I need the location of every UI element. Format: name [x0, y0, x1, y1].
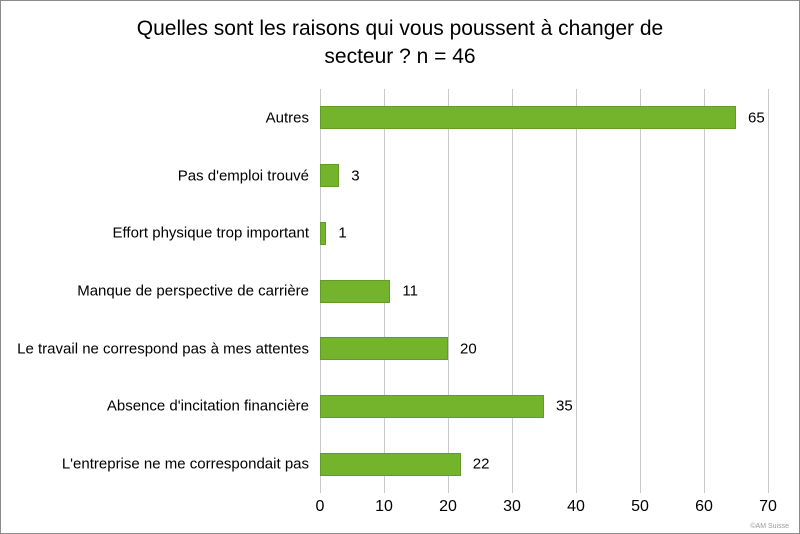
bar-value-label: 3 — [351, 167, 360, 185]
bar-value-label: 65 — [748, 109, 765, 127]
bar — [320, 394, 544, 418]
x-tick-label: 60 — [695, 498, 713, 515]
bar-value-label: 11 — [402, 282, 418, 300]
watermark: ©AM Suisse — [750, 523, 789, 530]
bar — [320, 279, 391, 303]
category-label: Le travail ne correspond pas à mes atten… — [17, 340, 309, 358]
category-label: Autres — [265, 109, 309, 127]
x-tick-label: 70 — [759, 498, 777, 515]
gridline — [576, 89, 577, 493]
chart-title: Quelles sont les raisons qui vous pousse… — [1, 15, 799, 71]
bar — [320, 221, 327, 245]
x-tick-label: 0 — [315, 498, 325, 515]
chart-title-line-1: Quelles sont les raisons qui vous pousse… — [136, 17, 664, 40]
x-tick-label: 40 — [567, 498, 585, 515]
x-tick-label: 20 — [439, 498, 457, 515]
bar — [320, 337, 448, 361]
gridline — [640, 89, 641, 493]
gridline — [768, 89, 769, 493]
category-label: Manque de perspective de carrière — [77, 282, 309, 300]
bar — [320, 452, 461, 476]
x-tick-label: 10 — [375, 498, 393, 515]
gridline — [704, 89, 705, 493]
category-label: Absence d'incitation financière — [106, 397, 309, 415]
gridline — [448, 89, 449, 493]
bar-value-label: 35 — [556, 397, 573, 415]
bar-value-label: 20 — [460, 340, 477, 358]
category-label: Effort physique trop important — [112, 224, 310, 242]
x-tick-label: 30 — [503, 498, 521, 515]
category-label: L'entreprise ne me correspondait pas — [61, 455, 309, 473]
bar-value-label: 1 — [338, 224, 347, 242]
bar-value-label: 22 — [472, 455, 490, 473]
gridline — [512, 89, 513, 493]
x-tick-label: 50 — [631, 498, 649, 515]
bar — [320, 106, 736, 130]
chart-title-line-2: secteur ? n = 46 — [324, 45, 476, 68]
category-label: Pas d'emploi trouvé — [177, 167, 309, 185]
bar — [320, 164, 340, 188]
